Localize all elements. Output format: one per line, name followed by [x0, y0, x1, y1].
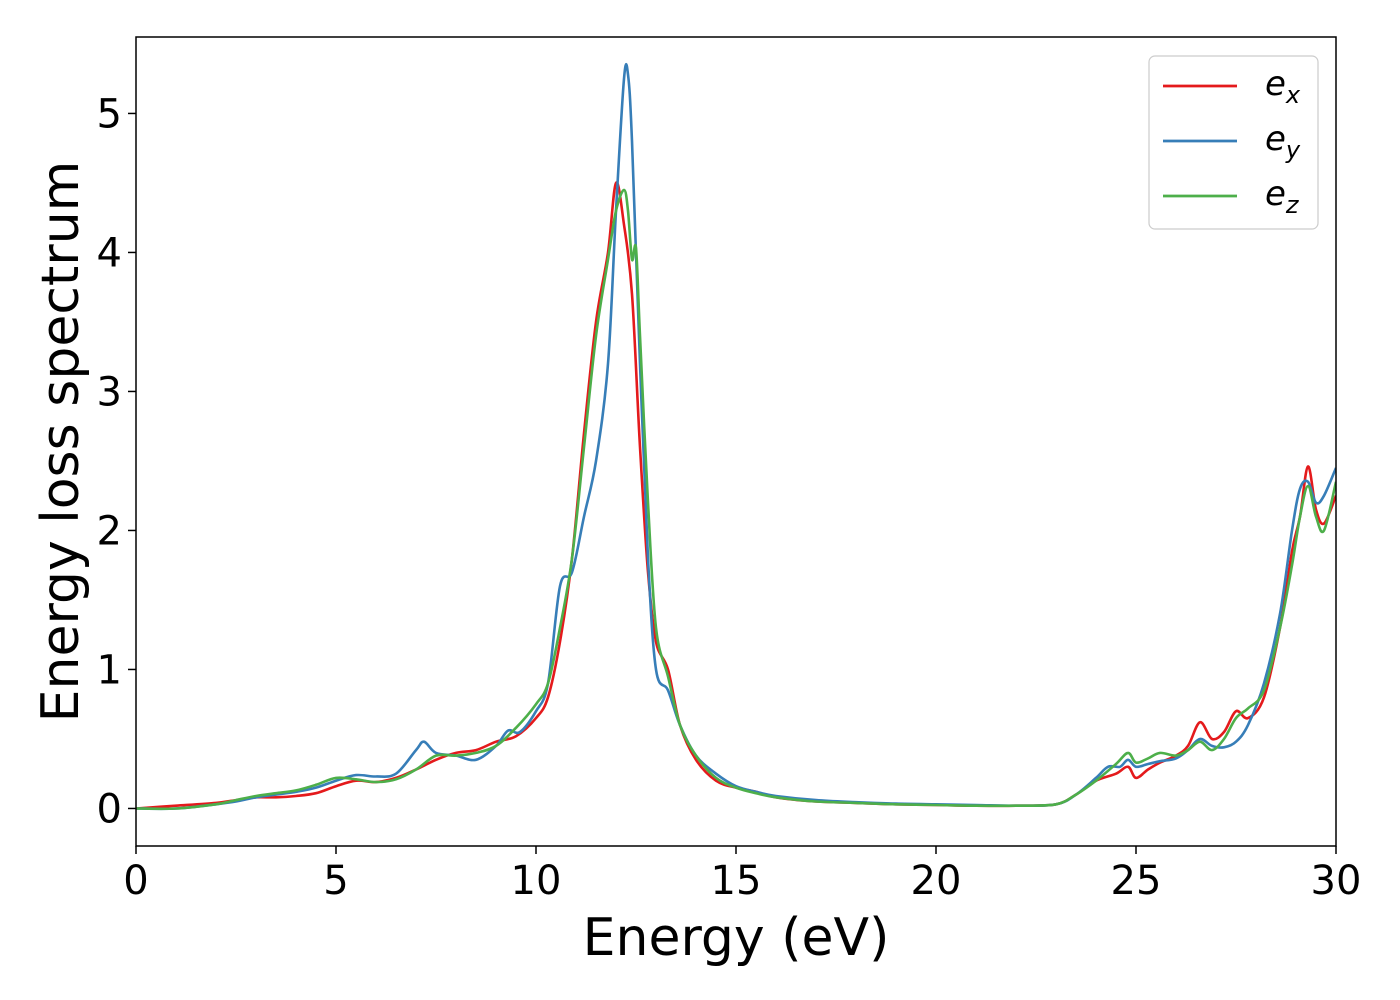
- series-line-ez: [136, 188, 1336, 811]
- ticks-layer: 0 5 10 15 20 25 30 0 1 2 3 4 5: [97, 91, 1362, 904]
- y-tick-label: 4: [97, 230, 122, 276]
- x-tick-label: 25: [1111, 858, 1162, 904]
- series-line-ey: [136, 62, 1336, 811]
- y-tick-label: 3: [97, 369, 122, 415]
- series-line-ex: [136, 181, 1336, 810]
- x-tick-label: 15: [711, 858, 762, 904]
- x-tick-label: 30: [1311, 858, 1362, 904]
- legend-label-ex: ex: [1265, 64, 1301, 109]
- x-tick-label: 20: [911, 858, 962, 904]
- series-layer: [136, 62, 1336, 811]
- x-tick-label: 0: [123, 858, 148, 904]
- x-axis-title: Energy (eV): [583, 908, 890, 968]
- x-tick-label: 5: [323, 858, 348, 904]
- y-tick-label: 0: [97, 786, 122, 832]
- y-tick-label: 2: [97, 508, 122, 554]
- legend-box: [1148, 55, 1319, 230]
- y-tick-label: 1: [97, 647, 122, 693]
- x-tick-label: 10: [511, 858, 562, 904]
- y-tick-label: 5: [97, 91, 122, 137]
- y-axis-title: Energy loss spectrum: [31, 161, 91, 723]
